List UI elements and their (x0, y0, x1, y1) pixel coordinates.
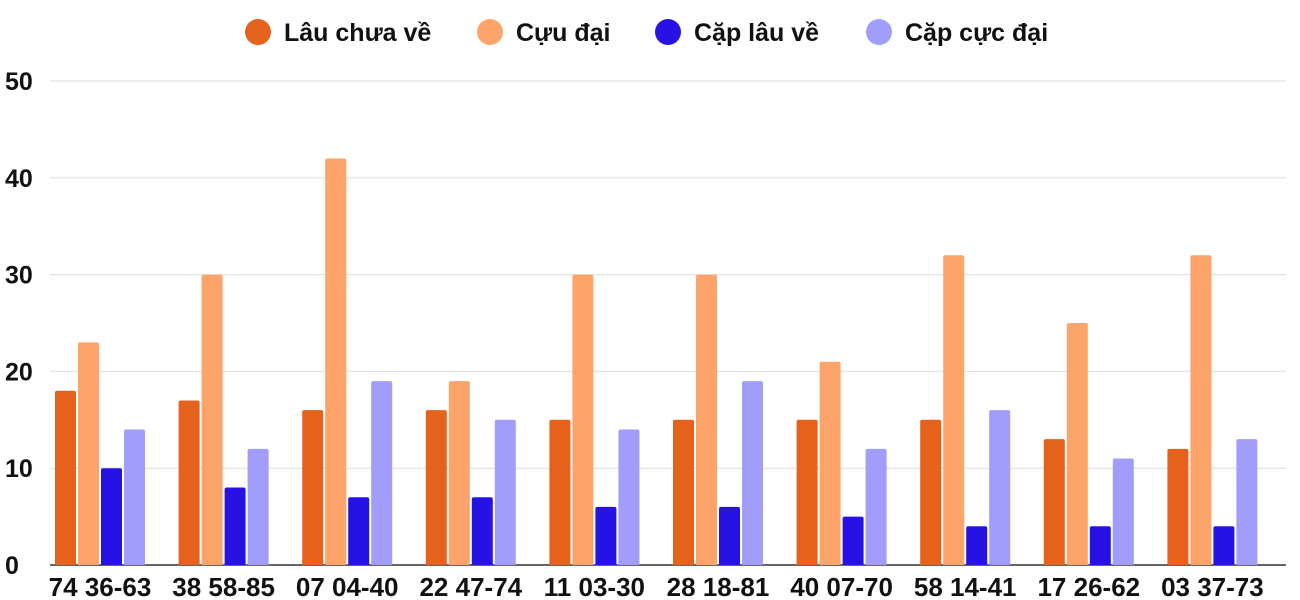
bar (595, 506, 617, 565)
legend-item: Cựu đại (477, 19, 611, 47)
bar (1066, 323, 1088, 565)
bar (448, 381, 470, 565)
x-tick-label: 11 03-30 (544, 572, 645, 600)
bar (696, 274, 717, 565)
bar (1089, 526, 1111, 565)
legend-swatch (866, 19, 892, 45)
bar (943, 255, 965, 566)
bar (371, 381, 393, 565)
bar (78, 342, 99, 565)
legend: Lâu chưa về Cựu đại Cặp lâu về Cặp cực đại (245, 19, 1048, 47)
legend-item: Cặp lâu về (655, 19, 819, 47)
bar (819, 361, 841, 565)
y-tick-label: 0 (5, 552, 19, 580)
bar (989, 410, 1011, 565)
bar (325, 158, 347, 565)
legend-swatch (655, 19, 681, 45)
x-tick-label: 40 07-70 (790, 572, 893, 600)
bar (618, 429, 640, 565)
bar (471, 497, 493, 565)
bar (796, 419, 818, 565)
bar (348, 497, 370, 565)
legend-swatch (477, 19, 503, 45)
y-axis: 0 10 20 30 40 50 (5, 68, 33, 580)
bar (1043, 439, 1065, 565)
bar (719, 506, 740, 565)
bar (247, 448, 269, 565)
x-tick-label: 74 36-63 (49, 572, 152, 600)
bar (865, 448, 887, 565)
legend-swatch (245, 19, 271, 45)
legend-item: Cặp cực đại (866, 19, 1048, 47)
bar (224, 487, 246, 565)
bar (572, 274, 594, 565)
bar (178, 400, 200, 565)
x-tick-label: 28 18-81 (667, 572, 770, 600)
x-tick-label: 03 37-73 (1161, 572, 1264, 600)
legend-label: Cặp cực đại (905, 19, 1048, 47)
y-tick-label: 30 (5, 262, 33, 290)
bar (966, 526, 988, 565)
bar (1112, 458, 1134, 565)
bar (920, 419, 942, 565)
x-tick-label: 07 04-40 (296, 572, 399, 600)
legend-label: Cựu đại (516, 19, 611, 47)
bar (673, 419, 694, 565)
bar (425, 410, 447, 565)
y-tick-label: 40 (5, 165, 33, 193)
y-tick-label: 50 (5, 68, 33, 96)
bar (1236, 439, 1258, 565)
bar (302, 410, 324, 565)
legend-item: Lâu chưa về (245, 19, 431, 47)
bar (1213, 526, 1235, 565)
bar (842, 516, 864, 565)
x-tick-label: 22 47-74 (419, 572, 522, 600)
bar (201, 274, 223, 565)
y-tick-label: 10 (5, 455, 33, 483)
bar (549, 419, 571, 565)
bar (1167, 448, 1189, 565)
bar (1190, 255, 1212, 566)
bar (101, 468, 122, 565)
bar (55, 390, 76, 565)
x-tick-label: 58 14-41 (914, 572, 1017, 600)
y-tick-label: 20 (5, 358, 33, 386)
legend-label: Lâu chưa về (284, 19, 431, 47)
bar (742, 381, 763, 565)
x-axis: 74 36-63 38 58-85 07 04-40 22 47-74 11 03-30… (49, 572, 1264, 600)
x-tick-label: 38 58-85 (172, 572, 275, 600)
bars (55, 158, 1258, 566)
bar (494, 419, 516, 565)
bar (124, 429, 145, 565)
legend-label: Cặp lâu về (694, 19, 819, 47)
x-tick-label: 17 26-62 (1037, 572, 1140, 600)
